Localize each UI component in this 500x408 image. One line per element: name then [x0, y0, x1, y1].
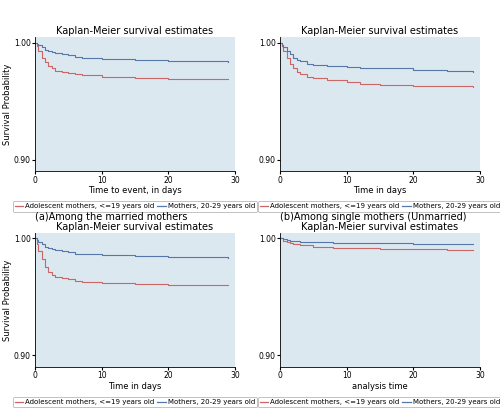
- X-axis label: Time to event, in days: Time to event, in days: [88, 186, 182, 195]
- Text: (b)Among single mothers (Unmarried): (b)Among single mothers (Unmarried): [280, 212, 466, 222]
- Legend: Adolescent mothers, <=19 years old, Mothers, 20-29 years old: Adolescent mothers, <=19 years old, Moth…: [13, 397, 257, 407]
- Y-axis label: Survival Probability: Survival Probability: [4, 259, 13, 341]
- Legend: Adolescent mothers, <=19 years old, Mothers, 20-29 years old: Adolescent mothers, <=19 years old, Moth…: [258, 397, 500, 407]
- Title: Kaplan-Meier survival estimates: Kaplan-Meier survival estimates: [302, 222, 458, 232]
- Text: (a)Among the married mothers: (a)Among the married mothers: [35, 212, 188, 222]
- X-axis label: Time in days: Time in days: [108, 382, 162, 391]
- X-axis label: Time in days: Time in days: [354, 186, 406, 195]
- Title: Kaplan-Meier survival estimates: Kaplan-Meier survival estimates: [56, 26, 214, 36]
- Legend: Adolescent mothers, <=19 years old, Mothers, 20-29 years old: Adolescent mothers, <=19 years old, Moth…: [258, 202, 500, 211]
- Legend: Adolescent mothers, <=19 years old, Mothers, 20-29 years old: Adolescent mothers, <=19 years old, Moth…: [13, 202, 257, 211]
- Title: Kaplan-Meier survival estimates: Kaplan-Meier survival estimates: [302, 26, 458, 36]
- X-axis label: analysis time: analysis time: [352, 382, 408, 391]
- Y-axis label: Survival Probability: Survival Probability: [4, 63, 13, 145]
- Title: Kaplan-Meier survival estimates: Kaplan-Meier survival estimates: [56, 222, 214, 232]
